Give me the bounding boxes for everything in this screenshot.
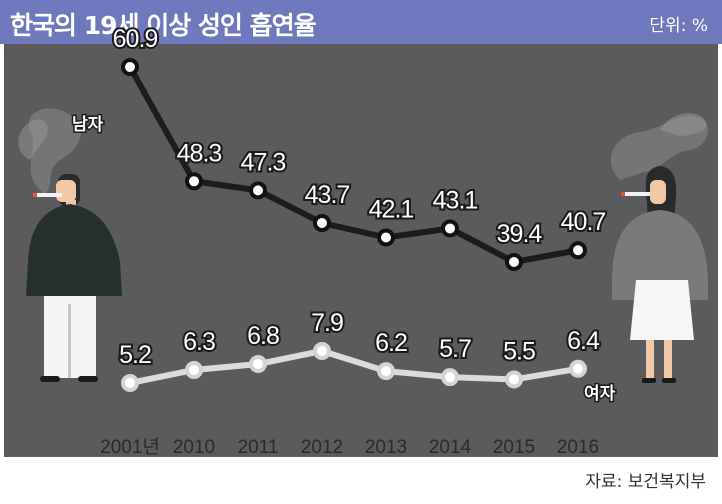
data-point bbox=[377, 228, 395, 247]
data-point bbox=[249, 355, 267, 374]
data-label: 39.4 bbox=[497, 220, 543, 248]
data-label: 6.3 bbox=[183, 328, 215, 356]
data-point bbox=[569, 241, 587, 260]
title-bar: 한국의 19세 이상 성인 흡연율 단위: % bbox=[0, 0, 722, 44]
x-tick-label: 2010 bbox=[173, 437, 215, 458]
data-label: 43.7 bbox=[305, 181, 350, 209]
data-point bbox=[377, 362, 395, 381]
data-point bbox=[569, 359, 587, 378]
x-tick-label: 2012 bbox=[301, 437, 343, 458]
data-point bbox=[313, 214, 331, 232]
smoke-woman-illustration bbox=[610, 113, 709, 180]
data-label: 5.2 bbox=[119, 341, 151, 369]
smoke-man-illustration bbox=[18, 108, 81, 195]
data-point bbox=[441, 219, 459, 238]
x-tick-label: 2015 bbox=[493, 437, 535, 458]
series-line-0 bbox=[127, 65, 579, 265]
data-label: 43.1 bbox=[433, 186, 478, 214]
data-label: 42.1 bbox=[369, 196, 414, 224]
x-tick-label: 2001년 bbox=[100, 436, 160, 458]
data-label: 6.8 bbox=[247, 322, 279, 350]
chart-title: 한국의 19세 이상 성인 흡연율 bbox=[10, 11, 317, 40]
woman-illustration bbox=[612, 166, 708, 383]
unit-label: 단위: % bbox=[649, 16, 708, 36]
data-point bbox=[441, 368, 459, 387]
x-tick-label: 2011 bbox=[238, 437, 279, 458]
data-label: 60.9 bbox=[113, 25, 158, 53]
data-label: 7.9 bbox=[311, 309, 343, 337]
data-label: 48.3 bbox=[177, 139, 222, 167]
data-point bbox=[121, 374, 139, 392]
data-point bbox=[121, 58, 139, 76]
data-label: 40.7 bbox=[561, 208, 606, 236]
data-label: 6.4 bbox=[567, 327, 600, 355]
series-line-1 bbox=[129, 348, 579, 386]
data-point bbox=[185, 172, 203, 191]
data-label: 6.2 bbox=[375, 329, 407, 357]
data-point bbox=[505, 370, 523, 389]
x-tick-label: 2014 bbox=[429, 437, 472, 458]
data-label: 5.5 bbox=[503, 337, 535, 365]
x-tick-label: 2013 bbox=[365, 437, 407, 458]
data-point bbox=[505, 253, 523, 271]
data-label: 47.3 bbox=[241, 148, 286, 176]
data-point bbox=[313, 342, 331, 360]
man-illustration bbox=[26, 174, 122, 382]
data-point bbox=[249, 181, 267, 200]
male-series-label: 남자 bbox=[72, 115, 104, 135]
chart-layer: 60.9 48.3 47.3 43.7 42.1 43.1 39.4 40.7 남자 5.2 6.3… bbox=[71, 23, 618, 458]
data-label: 5.7 bbox=[439, 335, 471, 363]
female-series-label: 여자 bbox=[584, 384, 616, 404]
x-tick-label: 2016 bbox=[557, 437, 599, 458]
source-note: 자료: 보건복지부 bbox=[585, 472, 706, 492]
data-point bbox=[185, 360, 203, 379]
